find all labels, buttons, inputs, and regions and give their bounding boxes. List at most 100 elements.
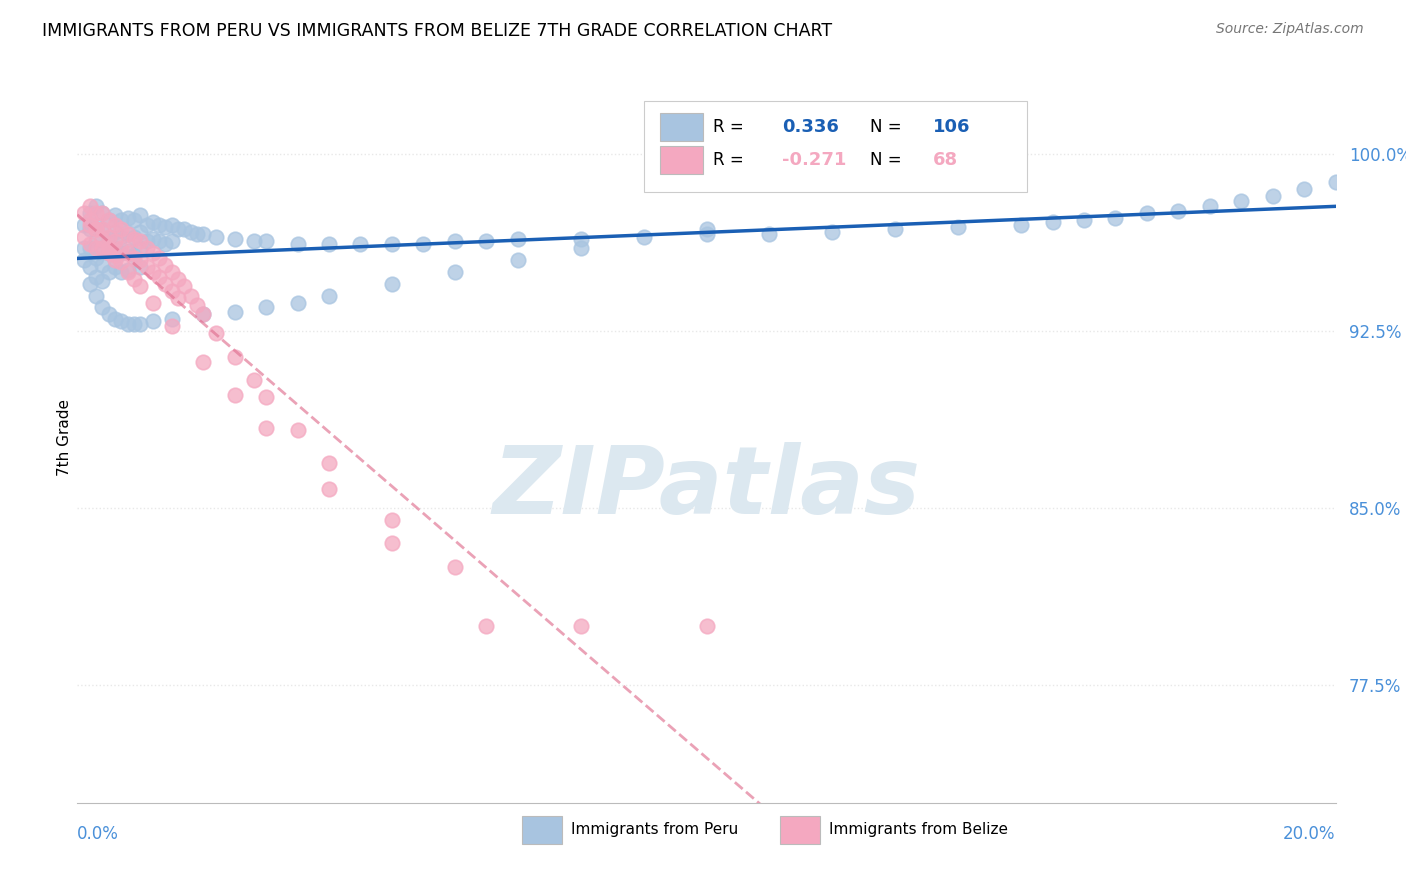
Point: [91, 241, 114, 255]
Point: [142, 232, 165, 246]
Point: [191, 307, 215, 321]
Point: [91, 274, 114, 288]
Point: [569, 232, 592, 246]
Point: [79, 199, 101, 213]
Point: [79, 213, 101, 227]
Point: [91, 222, 114, 236]
Point: [117, 211, 139, 225]
Point: [110, 265, 132, 279]
Point: [117, 246, 139, 260]
Point: [122, 248, 145, 262]
Point: [117, 244, 139, 258]
Point: [84, 234, 107, 248]
Point: [84, 251, 107, 265]
Point: [475, 619, 498, 633]
Point: [122, 232, 145, 246]
Point: [117, 227, 139, 242]
Point: [97, 241, 120, 255]
Point: [129, 260, 152, 275]
Point: [167, 272, 190, 286]
Text: N =: N =: [870, 118, 901, 136]
Point: [72, 241, 94, 255]
FancyBboxPatch shape: [644, 101, 1028, 192]
Point: [569, 241, 592, 255]
Point: [142, 314, 165, 328]
Point: [91, 206, 114, 220]
Point: [287, 423, 309, 437]
Point: [506, 253, 529, 268]
Point: [287, 295, 309, 310]
Point: [224, 387, 246, 401]
Point: [110, 229, 132, 244]
Y-axis label: 7th Grade: 7th Grade: [56, 399, 72, 475]
Point: [129, 234, 152, 248]
Point: [117, 265, 139, 279]
Point: [97, 265, 120, 279]
Point: [1167, 203, 1189, 218]
Text: 0.336: 0.336: [782, 118, 839, 136]
Point: [91, 301, 114, 315]
Point: [1073, 213, 1095, 227]
Point: [148, 234, 170, 248]
Point: [72, 218, 94, 232]
Point: [135, 260, 157, 275]
Point: [444, 265, 467, 279]
Point: [160, 265, 183, 279]
Point: [97, 213, 120, 227]
Point: [318, 456, 340, 470]
Point: [110, 213, 132, 227]
Point: [180, 288, 202, 302]
Point: [1042, 215, 1064, 229]
Point: [91, 222, 114, 236]
Point: [173, 222, 195, 236]
Text: ZIPatlas: ZIPatlas: [492, 442, 921, 534]
Point: [349, 236, 371, 251]
Point: [318, 482, 340, 496]
Point: [160, 234, 183, 248]
Point: [104, 260, 127, 275]
Point: [160, 284, 183, 298]
Point: [1294, 182, 1316, 196]
Point: [129, 241, 152, 255]
Point: [142, 246, 165, 260]
Point: [148, 251, 170, 265]
Point: [173, 279, 195, 293]
Point: [884, 222, 907, 236]
Point: [129, 225, 152, 239]
Point: [180, 225, 202, 239]
Point: [242, 234, 264, 248]
Point: [129, 253, 152, 268]
Text: N =: N =: [870, 151, 901, 169]
Point: [155, 236, 177, 251]
Point: [135, 241, 157, 255]
Point: [72, 206, 94, 220]
Point: [79, 277, 101, 291]
Point: [381, 536, 404, 550]
Point: [160, 319, 183, 334]
Point: [110, 246, 132, 260]
Point: [142, 265, 165, 279]
Point: [1261, 189, 1284, 203]
Point: [287, 236, 309, 251]
Point: [254, 420, 277, 434]
Point: [191, 227, 215, 242]
Point: [318, 236, 340, 251]
Point: [186, 298, 208, 312]
Point: [129, 317, 152, 331]
Point: [444, 559, 467, 574]
Text: 106: 106: [934, 118, 970, 136]
Point: [242, 374, 264, 388]
Point: [117, 262, 139, 277]
Point: [91, 241, 114, 255]
Point: [122, 213, 145, 227]
Point: [155, 277, 177, 291]
Point: [821, 225, 844, 239]
Point: [122, 229, 145, 244]
Point: [91, 232, 114, 246]
Text: Immigrants from Belize: Immigrants from Belize: [828, 822, 1008, 838]
Point: [117, 317, 139, 331]
Point: [104, 225, 127, 239]
FancyBboxPatch shape: [659, 113, 703, 141]
Point: [224, 232, 246, 246]
Point: [148, 269, 170, 284]
